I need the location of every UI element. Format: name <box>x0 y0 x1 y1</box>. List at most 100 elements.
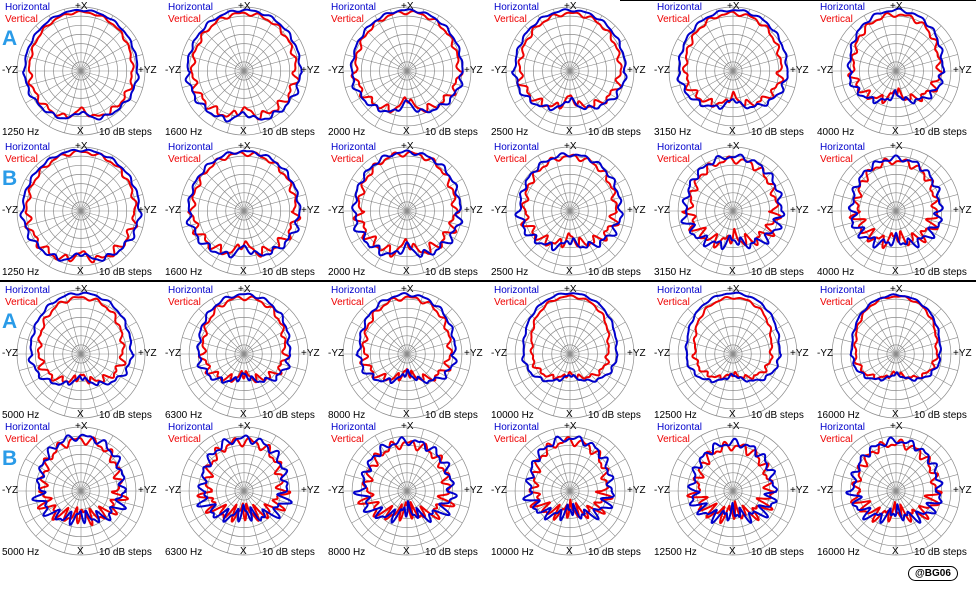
angle-label-bottom: X <box>566 126 573 137</box>
angle-label-top: +X <box>727 1 740 12</box>
grid-spoke <box>834 474 897 492</box>
grid-spoke <box>227 210 245 273</box>
grid-spoke <box>25 178 82 212</box>
angle-label-top: +X <box>238 1 251 12</box>
angle-label-bottom: X <box>892 546 899 557</box>
grid-spoke <box>514 321 571 355</box>
angle-label-right: +YZ <box>790 65 809 76</box>
grid-spoke <box>895 210 952 244</box>
grid-spoke <box>406 337 469 355</box>
grid-spoke <box>345 490 408 508</box>
horizontal-series-line <box>22 8 140 121</box>
grid-spoke <box>537 15 571 72</box>
grid-spoke <box>406 353 453 400</box>
legend-vertical: Vertical <box>494 14 527 25</box>
grid-spoke <box>879 292 897 355</box>
polar-plot <box>668 146 798 276</box>
angle-label-left: -YZ <box>2 348 19 359</box>
horizontal-series-line <box>19 148 143 262</box>
vertical-series-line <box>357 440 456 522</box>
frequency-label: 3150 Hz <box>654 127 692 138</box>
grid-spoke <box>537 210 571 267</box>
angle-label-bottom: X <box>403 266 410 277</box>
grid-spoke <box>569 435 603 492</box>
grid-spoke <box>537 155 571 212</box>
polar-panel: Horizontal Vertical +X -YZ +YZ X 1250 Hz 10 dB … <box>0 140 163 282</box>
angle-label-left: -YZ <box>817 348 834 359</box>
polar-plot <box>831 289 961 419</box>
grid-spoke <box>840 321 897 355</box>
vertical-series-line <box>36 296 127 385</box>
grid-spoke <box>863 353 897 410</box>
grid-spoke <box>895 70 958 88</box>
grid-spoke <box>243 25 290 72</box>
radial-step-label: 10 dB steps <box>751 127 804 138</box>
frequency-label: 10000 Hz <box>491 410 534 421</box>
grid-spoke <box>19 54 82 72</box>
grid-spoke <box>553 490 571 553</box>
polar-plot <box>831 426 961 556</box>
polar-plot <box>16 289 146 419</box>
radial-step-label: 10 dB steps <box>751 267 804 278</box>
grid-spoke <box>895 15 929 72</box>
grid-spoke <box>569 292 587 355</box>
grid-spoke <box>569 25 616 72</box>
grid-spoke <box>716 429 734 492</box>
grid-spoke <box>569 178 626 212</box>
grid-spoke <box>406 210 453 257</box>
angle-label-right: +YZ <box>301 65 320 76</box>
grid-spoke <box>895 25 942 72</box>
grid-spoke <box>374 70 408 127</box>
grid-spoke <box>569 165 616 212</box>
polar-plot <box>16 6 146 136</box>
angle-label-left: -YZ <box>817 65 834 76</box>
angle-label-right: +YZ <box>464 348 483 359</box>
grid-spoke <box>732 321 789 355</box>
angle-label-left: -YZ <box>165 65 182 76</box>
grid-spoke <box>716 353 734 416</box>
angle-label-top: +X <box>890 141 903 152</box>
angle-label-bottom: X <box>240 546 247 557</box>
grid-spoke <box>406 490 440 547</box>
grid-spoke <box>406 429 424 492</box>
angle-label-bottom: X <box>729 546 736 557</box>
grid-spoke <box>863 435 897 492</box>
grid-spoke <box>895 429 913 492</box>
legend-vertical: Vertical <box>820 434 853 445</box>
grid-spoke <box>840 210 897 244</box>
polar-plot <box>179 289 309 419</box>
radial-step-label: 10 dB steps <box>588 547 641 558</box>
polar-panel: Horizontal Vertical +X -YZ +YZ X 6300 Hz 10 dB … <box>163 283 326 425</box>
grid-spoke <box>25 490 82 524</box>
legend-vertical: Vertical <box>820 297 853 308</box>
grid-spoke <box>840 178 897 212</box>
legend-horizontal: Horizontal <box>494 422 540 433</box>
horizontal-series-line <box>845 436 944 524</box>
grid-spoke <box>569 155 603 212</box>
grid-spoke <box>227 353 245 416</box>
frequency-label: 4000 Hz <box>817 127 855 138</box>
grid-spoke <box>406 490 463 524</box>
angle-label-left: -YZ <box>654 65 671 76</box>
horizontal-series-line <box>355 292 458 385</box>
grid-spoke <box>19 474 82 492</box>
grid-spoke <box>390 429 408 492</box>
legend-horizontal: Horizontal <box>5 2 51 13</box>
grid-spoke <box>508 210 571 228</box>
grid-spoke <box>406 15 440 72</box>
polar-plot <box>342 6 472 136</box>
vertical-series-line <box>196 437 292 523</box>
vertical-series-line <box>850 438 943 523</box>
legend-horizontal: Horizontal <box>657 142 703 153</box>
grid-spoke <box>374 210 408 267</box>
radial-step-label: 10 dB steps <box>588 410 641 421</box>
legend-vertical: Vertical <box>657 154 690 165</box>
credit-badge: @BG06 <box>908 566 958 581</box>
legend-horizontal: Horizontal <box>331 2 377 13</box>
grid-spoke <box>732 337 795 355</box>
grid-spoke <box>895 54 958 72</box>
grid-spoke <box>569 15 603 72</box>
grid-spoke <box>895 70 913 133</box>
legend-horizontal: Horizontal <box>5 142 51 153</box>
grid-spoke <box>80 149 98 212</box>
